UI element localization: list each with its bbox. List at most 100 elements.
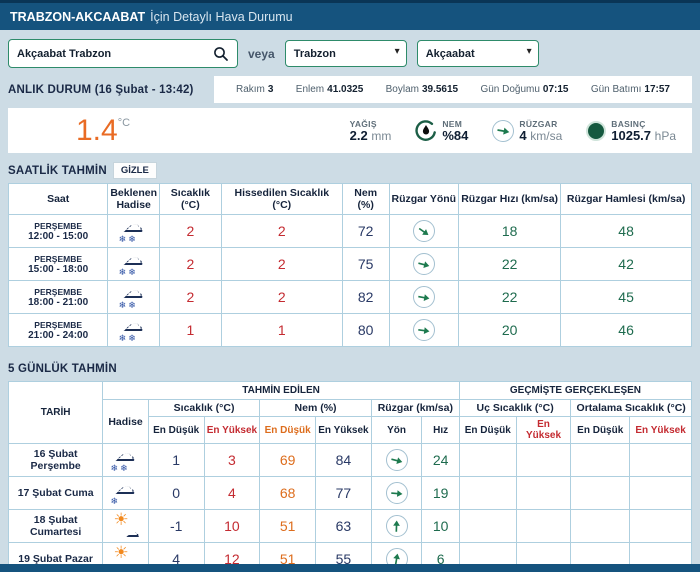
hourly-section-title: SAATLİK TAHMİN: [8, 165, 107, 177]
location-search-box[interactable]: [8, 39, 238, 68]
group-average-temp: Ortalama Sıcaklık (°C): [571, 400, 692, 417]
hourly-feels: 2: [221, 248, 342, 281]
hourly-feels: 1: [221, 314, 342, 347]
col-humidity: Nem (%): [342, 184, 389, 215]
latitude-label: Enlem: [296, 84, 324, 95]
hourly-wind-gust: 48: [561, 215, 692, 248]
hourly-humidity: 75: [342, 248, 389, 281]
precipitation-unit: mm: [371, 129, 391, 143]
col-condition: Hadise: [103, 400, 149, 444]
latitude-value: 41.0325: [327, 84, 363, 95]
hourly-temp: 2: [160, 215, 222, 248]
hourly-row: PERŞEMBE21:00 - 24:00 ☁☁❄❄ 1 1 80 20 46: [9, 314, 692, 347]
past-avg-max-cell: [630, 444, 692, 477]
col-wind-dir: Rüzgar Yönü: [389, 184, 459, 215]
wind-direction-icon: [413, 220, 435, 242]
hourly-wind-dir-cell: [389, 215, 459, 248]
col-extreme-max: En Yüksek: [516, 417, 571, 444]
group-extreme-temp: Uç Sıcaklık (°C): [459, 400, 570, 417]
col-date: TARİH: [9, 382, 103, 444]
daily-row: 18 Şubat Cumartesi ☀☁☁ -1 10 51 63 10: [9, 510, 692, 543]
col-wind-speed: Rüzgar Hızı (km/sa): [459, 184, 561, 215]
hourly-wind-speed: 18: [459, 215, 561, 248]
daily-date: 18 Şubat Cumartesi: [9, 510, 103, 543]
group-predicted: TAHMİN EDİLEN: [103, 382, 460, 400]
sunset-value: 17:57: [644, 84, 670, 95]
col-wind-speed: Hız: [422, 417, 459, 444]
snow-cloud-icon: ☁☁❄❄: [116, 282, 152, 309]
sun-cloud-icon: ☀☁☁: [108, 511, 144, 538]
hide-hourly-button[interactable]: GİZLE: [113, 162, 157, 179]
snow-cloud-icon: ☁☁❄❄: [116, 216, 152, 243]
col-temp-max: En Yüksek: [204, 417, 260, 444]
past-extreme-max-cell: [516, 510, 571, 543]
search-button[interactable]: [211, 44, 231, 64]
hourly-temp: 2: [160, 248, 222, 281]
hourly-row: PERŞEMBE18:00 - 21:00 ☁☁❄❄ 2 2 82 22 45: [9, 281, 692, 314]
past-avg-max-cell: [630, 477, 692, 510]
col-time: Saat: [9, 184, 108, 215]
hourly-time-cell: PERŞEMBE15:00 - 18:00: [9, 248, 108, 281]
hourly-wind-speed: 22: [459, 281, 561, 314]
wind-direction-icon: [492, 120, 514, 142]
altitude-label: Rakım: [236, 84, 265, 95]
hourly-section-header: SAATLİK TAHMİN GİZLE: [0, 153, 700, 183]
hourly-condition-cell: ☁☁❄❄: [108, 314, 160, 347]
hourly-time: 21:00 - 24:00: [11, 330, 105, 341]
daily-wind-dir-cell: [371, 510, 422, 543]
daily-row: 17 Şubat Cuma ☁☁❄ 0 4 68 77 19: [9, 477, 692, 510]
wind-direction-icon: [413, 319, 435, 341]
daily-hum-min: 68: [260, 477, 316, 510]
wind-direction-icon: [386, 515, 408, 537]
daily-section-header: 5 GÜNLÜK TAHMİN: [0, 347, 700, 381]
hourly-wind-gust: 45: [561, 281, 692, 314]
hourly-condition-cell: ☁☁❄❄: [108, 281, 160, 314]
hourly-temp: 2: [160, 281, 222, 314]
hourly-row: PERŞEMBE12:00 - 15:00 ☁☁❄❄ 2 2 72 18 48: [9, 215, 692, 248]
hourly-time-cell: PERŞEMBE12:00 - 15:00: [9, 215, 108, 248]
latitude-meta: Enlem41.0325: [296, 84, 364, 95]
altitude-value: 3: [268, 84, 274, 95]
hourly-time-cell: PERŞEMBE18:00 - 21:00: [9, 281, 108, 314]
daily-section-title: 5 GÜNLÜK TAHMİN: [8, 363, 117, 375]
location-search-input[interactable]: [17, 48, 211, 60]
current-conditions-panel: 1.4 °C YAĞIŞ 2.2 mm NEM %84: [8, 108, 692, 153]
past-extreme-min-cell: [459, 444, 516, 477]
daily-temp-min: -1: [148, 510, 204, 543]
past-extreme-max-cell: [516, 477, 571, 510]
hourly-row: PERŞEMBE15:00 - 18:00 ☁☁❄❄ 2 2 75 22 42: [9, 248, 692, 281]
col-hum-max: En Yüksek: [316, 417, 372, 444]
hourly-day: PERŞEMBE: [11, 320, 105, 330]
wind-direction-icon: [413, 286, 435, 308]
col-feels: Hissedilen Sıcaklık (°C): [221, 184, 342, 215]
daily-temp-max: 3: [204, 444, 260, 477]
daily-wind-speed: 24: [422, 444, 459, 477]
hourly-day: PERŞEMBE: [11, 254, 105, 264]
humidity-gauge-icon: [415, 120, 437, 142]
province-select[interactable]: Trabzon: [285, 40, 407, 67]
daily-row: 16 Şubat Perşembe ☁☁❄❄ 1 3 69 84 24: [9, 444, 692, 477]
daily-hum-max: 77: [316, 477, 372, 510]
past-avg-min-cell: [571, 444, 630, 477]
daily-temp-min: 1: [148, 444, 204, 477]
hourly-temp: 1: [160, 314, 222, 347]
snow-cloud-icon: ☁☁❄: [108, 478, 144, 505]
group-past: GEÇMİŞTE GERÇEKLEŞEN: [459, 382, 691, 400]
longitude-label: Boylam: [386, 84, 419, 95]
daily-condition-cell: ☁☁❄: [103, 477, 149, 510]
station-meta-box: Rakım3 Enlem41.0325 Boylam39.5615 Gün Do…: [214, 76, 692, 103]
current-section-title: ANLIK DURUM (16 Şubat - 13:42): [8, 84, 194, 96]
precipitation-value: 2.2: [350, 128, 368, 143]
daily-hum-min: 51: [260, 510, 316, 543]
daily-hum-min: 69: [260, 444, 316, 477]
hourly-wind-gust: 46: [561, 314, 692, 347]
daily-wind-dir-cell: [371, 477, 422, 510]
current-conditions-header-row: ANLIK DURUM (16 Şubat - 13:42) Rakım3 En…: [0, 74, 700, 108]
location-search-row: veya Trabzon Akçaabat: [0, 30, 700, 74]
district-select[interactable]: Akçaabat: [417, 40, 539, 67]
page-title-text: İçin Detaylı Hava Durumu: [150, 10, 292, 24]
daily-wind-speed: 10: [422, 510, 459, 543]
daily-wind-speed: 19: [422, 477, 459, 510]
longitude-meta: Boylam39.5615: [386, 84, 459, 95]
sunset-meta: Gün Batımı17:57: [591, 84, 670, 95]
